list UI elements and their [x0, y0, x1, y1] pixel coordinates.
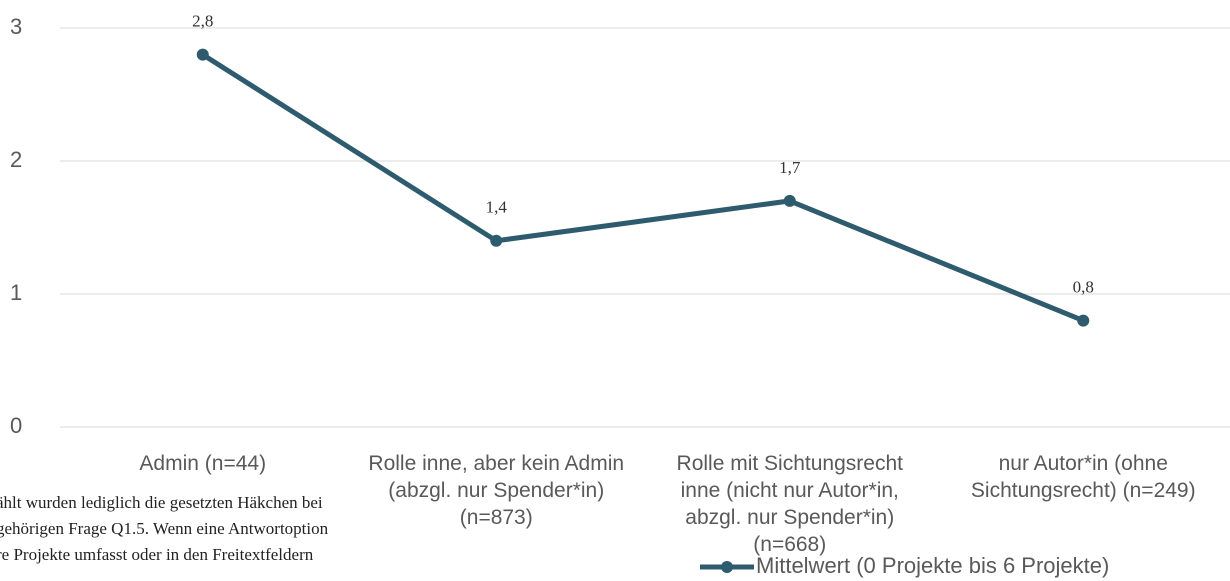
legend-marker — [721, 561, 733, 573]
footnote: ählt wurden lediglich die gesetzten Häkc… — [0, 490, 328, 568]
data-label: 1,7 — [779, 158, 801, 177]
x-tick-label: Rolle inne, aber kein Admin (abzgl. nur … — [368, 452, 625, 529]
y-tick-label: 1 — [10, 280, 22, 305]
y-tick-label: 0 — [10, 413, 22, 438]
data-label: 2,8 — [192, 12, 213, 31]
y-tick-label: 3 — [10, 14, 22, 39]
x-tick-label: nur Autor*in (ohne Sichtungsrecht) (n=24… — [970, 452, 1196, 502]
x-tick-label: Rolle mit Sichtungsrecht inne (nicht nur… — [676, 452, 903, 556]
legend-label: Mittelwert (0 Projekte bis 6 Projekte) — [756, 553, 1109, 578]
series-line — [201, 52, 1085, 323]
data-label: 0,8 — [1073, 278, 1094, 297]
point — [490, 234, 503, 247]
x-tick-label: Admin (n=44) — [139, 452, 267, 475]
data-label: 1,4 — [486, 198, 508, 217]
footnote-line: re Projekte umfasst oder in den Freitext… — [0, 545, 314, 564]
y-tick-label: 2 — [10, 147, 22, 172]
footnote-line: ählt wurden lediglich die gesetzten Häkc… — [0, 493, 323, 512]
point — [1077, 314, 1090, 327]
point — [783, 194, 796, 207]
point — [196, 48, 209, 61]
footnote-line: gehörigen Frage Q1.5. Wenn eine Antworto… — [0, 519, 329, 538]
